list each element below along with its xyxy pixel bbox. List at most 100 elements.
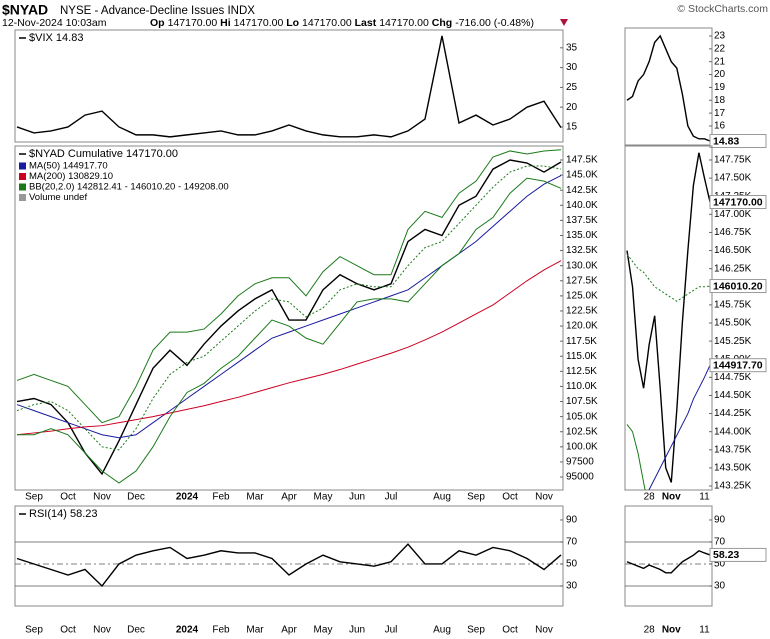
y-tick-label: 146.75K (714, 227, 752, 238)
x-tick-label: Sep (467, 492, 485, 503)
y-tick-label: 117.5K (566, 336, 597, 347)
symbol: $NYAD (2, 2, 48, 18)
y-tick-label: 17 (714, 108, 726, 119)
y-tick-label: 18 (714, 95, 726, 106)
y-tick-label: 50 (566, 559, 578, 570)
y-tick-label: 20 (566, 102, 578, 113)
y-tick-label: 142.5K (566, 185, 598, 196)
y-tick-label: 110.0K (566, 381, 597, 392)
series-line (16, 260, 562, 436)
panel-frame (14, 145, 564, 491)
y-tick-label: 16 (714, 121, 726, 132)
value-tag: 58.23 (713, 549, 739, 561)
x-tick-label: Nov (662, 625, 681, 636)
y-tick-label: 20 (714, 69, 726, 80)
y-tick-label: 30 (566, 581, 578, 592)
legend-label: MA(200) 130829.10 (29, 171, 113, 182)
value-tag-box (709, 195, 767, 210)
x-tick-label: Nov (93, 625, 111, 636)
series-line (16, 165, 562, 451)
x-tick-label: Nov (93, 492, 111, 503)
series-line (626, 152, 711, 483)
value-tag: 144917.70 (713, 359, 763, 371)
x-tick-label: Sep (25, 492, 43, 503)
legend-label: Volume undef (29, 192, 87, 203)
legend-swatch (19, 183, 26, 191)
y-tick-label: 19 (714, 82, 726, 93)
legend-label: RSI(14) 58.23 (29, 508, 97, 520)
x-tick-label: Dec (127, 625, 145, 636)
value-tag-box (709, 134, 767, 149)
y-tick-label: 50 (714, 559, 726, 570)
y-tick-label: 147.5K (566, 155, 598, 166)
x-tick-label: Dec (127, 492, 145, 503)
legend-label: $NYAD Cumulative 147170.00 (29, 148, 178, 160)
series-line (16, 543, 562, 588)
legend-swatch (19, 194, 26, 201)
x-tick-label: Mar (246, 625, 264, 636)
y-tick-label: 147.00K (714, 209, 752, 220)
panel-frame (14, 505, 564, 607)
y-tick-label: 144.25K (714, 408, 752, 419)
value-tag-box (709, 279, 767, 294)
value-tag-box (709, 547, 767, 562)
y-tick-label: 21 (714, 56, 726, 67)
y-tick-label: 143.25K (714, 481, 752, 492)
quote-label: Last (355, 17, 377, 29)
y-tick-label: 144.00K (714, 426, 752, 437)
legend-label: $VIX 14.83 (29, 32, 83, 44)
y-tick-label: 147.50K (714, 173, 752, 184)
value-tag: 14.83 (713, 135, 739, 147)
x-tick-label: Oct (60, 492, 76, 503)
y-tick-label: 130.0K (566, 260, 598, 271)
x-tick-label: Jul (385, 492, 398, 503)
quote-value: 147170.00 (379, 17, 429, 29)
y-tick-label: 100.0K (566, 441, 598, 452)
quote-value: 147170.00 (302, 17, 352, 29)
y-tick-label: 15 (566, 122, 578, 133)
quote-label: Op (150, 17, 165, 29)
x-tick-label: Nov (535, 492, 553, 503)
series-line (626, 549, 711, 574)
x-tick-label: 28 (644, 625, 656, 636)
y-tick-label: 144.75K (714, 372, 752, 383)
x-tick-label: Sep (25, 625, 43, 636)
quote-value: -716.00 (-0.48%) (455, 17, 534, 29)
series-line (626, 253, 711, 302)
panel-frame (624, 505, 713, 607)
value-tag-box (709, 358, 767, 373)
y-tick-label: 127.5K (566, 275, 598, 286)
x-tick-label: May (314, 492, 333, 503)
y-tick-label: 145.50K (714, 318, 752, 329)
y-tick-label: 145.75K (714, 300, 752, 311)
credit: © StockCharts.com (677, 3, 768, 15)
x-tick-label: Oct (502, 625, 518, 636)
x-tick-label: Nov (535, 625, 553, 636)
value-tag: 146010.20 (713, 280, 763, 292)
y-tick-label: 144.50K (714, 390, 752, 401)
y-tick-label: 120.0K (566, 321, 598, 332)
change-arrow (560, 19, 568, 26)
series-line (16, 175, 562, 439)
quote-label: Hi (220, 17, 231, 29)
band-line (626, 424, 646, 490)
legend-label: BB(20,2.0) 142812.41 - 146010.20 - 14920… (29, 182, 229, 193)
x-tick-label: Nov (662, 492, 681, 503)
panel-frame (624, 27, 713, 146)
x-tick-label: Sep (467, 625, 485, 636)
quote-value: 147170.00 (168, 17, 218, 29)
x-tick-label: Aug (433, 625, 451, 636)
quote-line: Op 147170.00 Hi 147170.00 Lo 147170.00 Last… (150, 17, 534, 29)
band-line (17, 177, 562, 484)
y-tick-label: 143.50K (714, 463, 752, 474)
y-tick-label: 22 (714, 43, 726, 54)
series-line (626, 34, 711, 142)
y-tick-label: 70 (566, 537, 578, 548)
y-tick-label: 147.75K (714, 155, 752, 166)
y-tick-label: 132.5K (566, 245, 598, 256)
y-tick-label: 102.5K (566, 426, 598, 437)
quote-value: 147170.00 (234, 17, 284, 29)
quote-label: Chg (432, 17, 452, 29)
